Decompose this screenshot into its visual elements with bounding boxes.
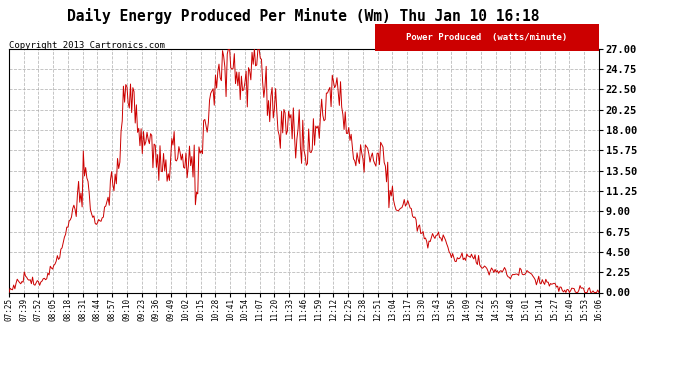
Text: Power Produced  (watts/minute): Power Produced (watts/minute) [406, 33, 567, 42]
Text: Copyright 2013 Cartronics.com: Copyright 2013 Cartronics.com [9, 41, 165, 50]
Text: Daily Energy Produced Per Minute (Wm) Thu Jan 10 16:18: Daily Energy Produced Per Minute (Wm) Th… [68, 8, 540, 24]
